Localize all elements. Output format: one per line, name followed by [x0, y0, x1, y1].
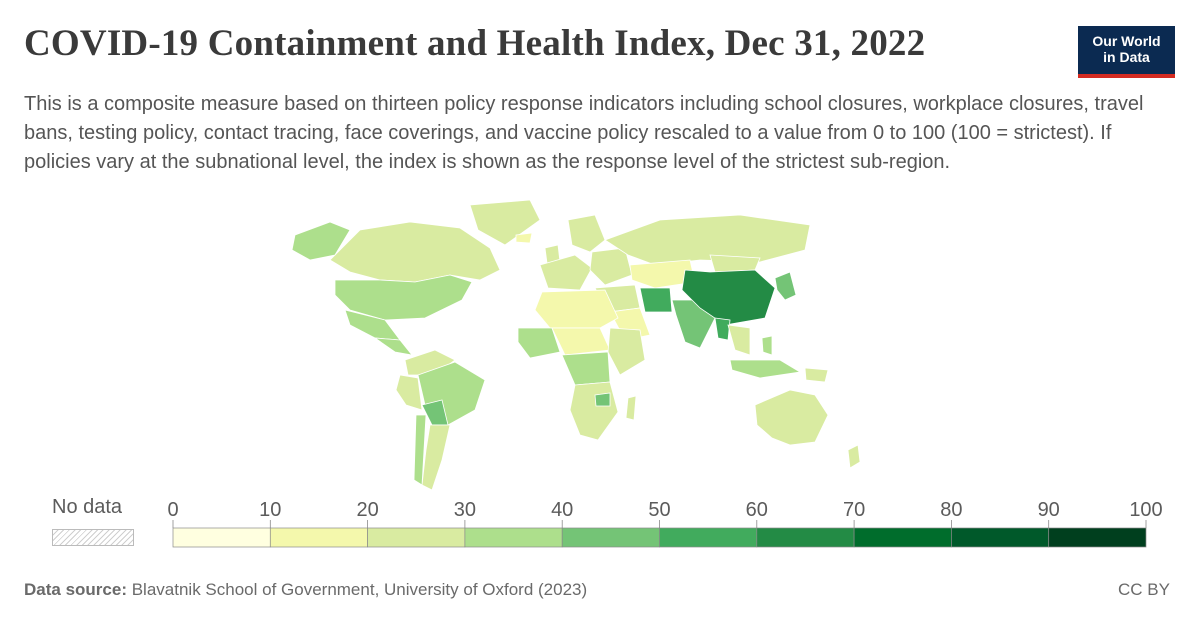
- legend-tick-label: 100: [1129, 499, 1162, 521]
- region-central-america[interactable]: [373, 337, 413, 356]
- legend-tick-label: 20: [356, 499, 378, 521]
- legend-bin-60-70[interactable]: [756, 527, 855, 548]
- region-iran[interactable]: [639, 287, 673, 313]
- region-kazakhstan[interactable]: [629, 259, 696, 289]
- legend-no-data-swatch: [52, 529, 134, 546]
- region-alaska[interactable]: [291, 221, 351, 261]
- region-madagascar[interactable]: [625, 395, 637, 421]
- legend-tick-label: 50: [648, 499, 670, 521]
- region-china[interactable]: [681, 269, 776, 326]
- chart-subtitle: This is a composite measure based on thi…: [24, 93, 1144, 173]
- legend-bin-80-90[interactable]: [951, 527, 1050, 548]
- owid-logo[interactable]: Our World in Data: [1078, 26, 1175, 78]
- region-myanmar[interactable]: [714, 317, 731, 341]
- region-png[interactable]: [804, 367, 829, 383]
- region-scandinavia[interactable]: [567, 214, 606, 253]
- region-argentina[interactable]: [421, 424, 451, 491]
- region-greenland[interactable]: [469, 200, 541, 246]
- legend-tick-label: 30: [454, 499, 476, 521]
- legend-tick-label: 70: [843, 499, 865, 521]
- legend-tick-label: 0: [167, 499, 178, 521]
- legend-tick-label: 40: [551, 499, 573, 521]
- logo-line-2: in Data: [1103, 49, 1150, 65]
- region-united-states[interactable]: [334, 274, 473, 321]
- legend-bin-70-80[interactable]: [853, 527, 952, 548]
- data-source-label: Data source:: [24, 580, 127, 599]
- legend-bin-40-50[interactable]: [561, 527, 660, 548]
- region-chile[interactable]: [413, 414, 427, 486]
- region-east-africa[interactable]: [607, 327, 646, 376]
- region-iceland[interactable]: [515, 232, 533, 244]
- region-zimbabwe[interactable]: [594, 392, 611, 407]
- logo-line-1: Our World: [1092, 33, 1161, 49]
- region-southeast-asia[interactable]: [727, 324, 751, 356]
- region-japan-korea[interactable]: [774, 271, 797, 301]
- legend-bin-90-100[interactable]: [1048, 527, 1147, 548]
- chart-title: COVID-19 Containment and Health Index, D…: [24, 23, 926, 64]
- region-russia[interactable]: [604, 214, 811, 266]
- region-new-zealand[interactable]: [847, 444, 861, 469]
- data-source: Data source: Blavatnik School of Governm…: [24, 580, 587, 600]
- legend-no-data-label: No data: [52, 496, 123, 518]
- world-map: [291, 200, 861, 491]
- region-australia[interactable]: [754, 389, 829, 446]
- region-canada[interactable]: [329, 221, 501, 283]
- data-source-text: Blavatnik School of Government, Universi…: [131, 580, 588, 599]
- legend-tick-label: 90: [1038, 499, 1060, 521]
- legend-bin-30-40[interactable]: [464, 527, 563, 548]
- legend-tick-label: 80: [940, 499, 962, 521]
- legend-bin-10-20[interactable]: [269, 527, 368, 548]
- region-western-europe[interactable]: [539, 254, 593, 291]
- legend-bin-50-60[interactable]: [659, 527, 758, 548]
- legend-bin-20-30[interactable]: [367, 527, 466, 548]
- legend-tick-label: 60: [746, 499, 768, 521]
- region-philippines[interactable]: [761, 335, 773, 356]
- region-west-africa[interactable]: [517, 327, 561, 359]
- legend-tick-label: 10: [259, 499, 281, 521]
- legend-bin-0-10[interactable]: [172, 527, 271, 548]
- license-link[interactable]: CC BY: [1118, 580, 1170, 599]
- region-peru[interactable]: [395, 374, 423, 411]
- region-indonesia[interactable]: [729, 359, 802, 379]
